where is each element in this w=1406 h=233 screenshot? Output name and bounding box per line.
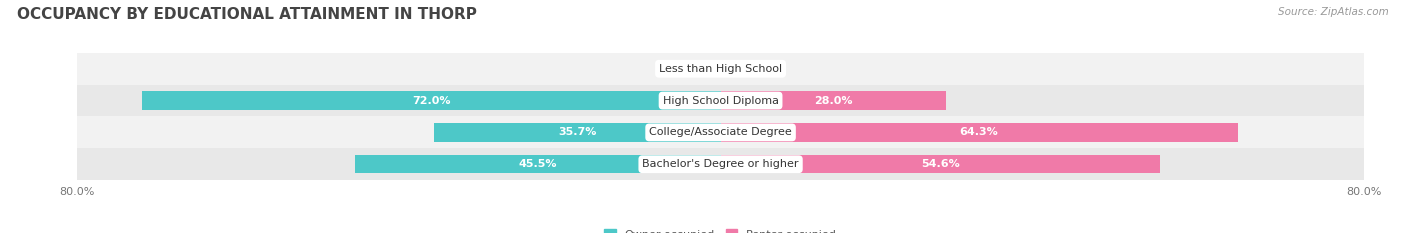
Text: 64.3%: 64.3% — [960, 127, 998, 137]
Text: 72.0%: 72.0% — [412, 96, 450, 106]
Text: 28.0%: 28.0% — [814, 96, 852, 106]
Bar — [77, 53, 1364, 85]
Bar — [433, 123, 721, 142]
Bar — [77, 85, 1364, 116]
Legend: Owner-occupied, Renter-occupied: Owner-occupied, Renter-occupied — [600, 225, 841, 233]
Text: 0.0%: 0.0% — [678, 64, 709, 74]
Text: High School Diploma: High School Diploma — [662, 96, 779, 106]
Bar — [721, 91, 946, 110]
Text: 0.0%: 0.0% — [733, 64, 763, 74]
Text: 45.5%: 45.5% — [519, 159, 557, 169]
Bar — [142, 91, 721, 110]
Bar — [721, 123, 1237, 142]
Bar — [77, 148, 1364, 180]
Text: 54.6%: 54.6% — [921, 159, 959, 169]
Text: College/Associate Degree: College/Associate Degree — [650, 127, 792, 137]
Text: OCCUPANCY BY EDUCATIONAL ATTAINMENT IN THORP: OCCUPANCY BY EDUCATIONAL ATTAINMENT IN T… — [17, 7, 477, 22]
Bar — [721, 155, 1160, 173]
Text: Bachelor's Degree or higher: Bachelor's Degree or higher — [643, 159, 799, 169]
Bar — [77, 116, 1364, 148]
Text: Source: ZipAtlas.com: Source: ZipAtlas.com — [1278, 7, 1389, 17]
Text: 35.7%: 35.7% — [558, 127, 596, 137]
Bar — [354, 155, 721, 173]
Text: Less than High School: Less than High School — [659, 64, 782, 74]
